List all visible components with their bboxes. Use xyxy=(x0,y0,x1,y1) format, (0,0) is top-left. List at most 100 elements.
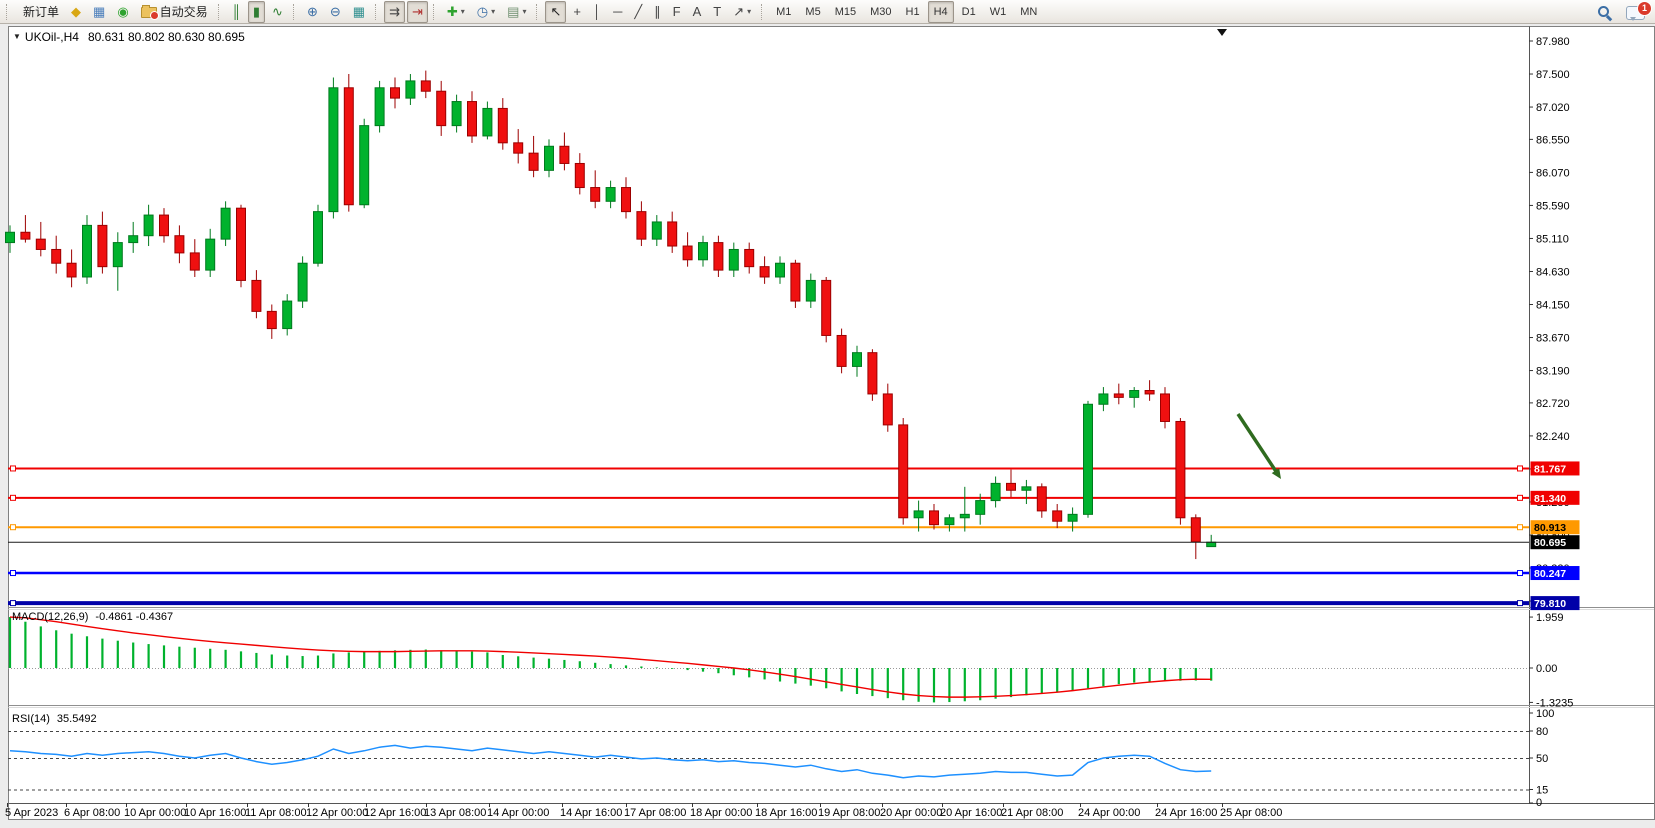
toolbar-separator xyxy=(6,3,10,20)
timeframe-m5-button[interactable]: M5 xyxy=(799,1,826,23)
line-handle[interactable] xyxy=(10,494,16,501)
search-icon[interactable] xyxy=(1597,5,1612,20)
trendline-button[interactable]: ╱ xyxy=(629,1,647,23)
candle-up xyxy=(112,242,123,268)
zoom-in-button[interactable]: ⊕ xyxy=(302,1,323,23)
channel-button[interactable]: ∥ xyxy=(649,1,666,23)
line-handle[interactable] xyxy=(10,600,16,607)
time-tick-label: 13 Apr 08:00 xyxy=(424,807,486,819)
templates-button[interactable]: ▤ ▾ xyxy=(502,1,531,23)
candlestick-button[interactable]: ▮ xyxy=(247,0,266,23)
auto-scroll-icon: ⇉ xyxy=(389,4,400,19)
fibonacci-button[interactable]: F xyxy=(668,1,686,23)
candle-up xyxy=(1067,513,1078,522)
clock-icon: ◷ xyxy=(476,4,489,19)
auto-scroll-button[interactable]: ⇉ xyxy=(384,0,405,23)
new-order-button-label: 新订单 xyxy=(23,5,60,19)
toolbar-separator xyxy=(292,3,297,20)
macd-values: -0.4861 -0.4367 xyxy=(95,611,174,623)
candle-up xyxy=(482,107,493,137)
candle-down xyxy=(343,87,354,206)
time-tick-label: 14 Apr 16:00 xyxy=(560,807,622,819)
chevron-down-icon[interactable]: ▾ xyxy=(460,7,465,16)
candle-down xyxy=(744,248,755,268)
indicators-button[interactable]: ✚ ▾ xyxy=(442,1,470,23)
rsi-tick-label: 80 xyxy=(1536,726,1548,738)
candle-down xyxy=(51,248,62,264)
macd-tick-label: 1.959 xyxy=(1536,612,1564,624)
candle-up xyxy=(359,125,370,206)
timeframe-w1-button[interactable]: W1 xyxy=(984,1,1013,23)
candle-up xyxy=(651,221,662,240)
periods-button[interactable]: ◷ ▾ xyxy=(472,1,500,23)
candle-down xyxy=(66,262,77,278)
data-window-button[interactable]: ▦ xyxy=(88,1,110,23)
line-handle[interactable] xyxy=(1517,600,1523,607)
timeframe-m15-button[interactable]: M15 xyxy=(829,1,862,23)
chart-shift-marker[interactable] xyxy=(1217,29,1227,36)
candle-down xyxy=(420,80,431,92)
time-tick-label: 20 Apr 16:00 xyxy=(940,807,1002,819)
text-button[interactable]: A xyxy=(688,1,707,23)
market-watch-icon: ◆ xyxy=(71,4,82,19)
timeframe-m1-button[interactable]: M1 xyxy=(770,1,797,23)
notifications-icon[interactable]: 1 xyxy=(1626,1,1652,21)
price-badge-label: 79.810 xyxy=(1534,598,1566,610)
timeframe-d1-button[interactable]: D1 xyxy=(956,1,982,23)
chart-shift-button[interactable]: ⇥ xyxy=(406,0,428,23)
rsi-value: 35.5492 xyxy=(56,713,97,725)
arrows-button[interactable]: ↗ ▾ xyxy=(728,1,756,23)
new-order-button[interactable]: 新订单 xyxy=(15,1,64,23)
line-chart-button[interactable]: ∿ xyxy=(267,1,288,23)
timeframe-h1-button[interactable]: H1 xyxy=(900,1,926,23)
time-tick-label: 20 Apr 00:00 xyxy=(880,807,942,819)
bar-chart-button[interactable]: ║ xyxy=(227,1,246,23)
timeframe-m30-button[interactable]: M30 xyxy=(864,1,897,23)
cursor-button[interactable]: ↖ xyxy=(545,0,567,23)
zoom-out-button[interactable]: ⊖ xyxy=(325,1,346,23)
market-watch-button[interactable]: ◆ xyxy=(66,1,86,23)
timeframe-mn-button[interactable]: MN xyxy=(1014,1,1043,23)
chevron-down-icon[interactable]: ▾ xyxy=(747,7,752,16)
auto-trading-button-label: 自动交易 xyxy=(159,5,208,19)
text-label-button[interactable]: T xyxy=(708,1,726,23)
auto-trading-button[interactable]: 自动交易 xyxy=(136,1,213,23)
navigator-button[interactable]: ◉ xyxy=(112,1,133,23)
candle-down xyxy=(636,211,647,240)
candle-down xyxy=(1006,482,1016,491)
horizontal-line-button[interactable]: ─ xyxy=(608,1,627,23)
candle-up xyxy=(1098,393,1109,405)
time-tick-label: 10 Apr 16:00 xyxy=(184,807,246,819)
template-icon: ▤ xyxy=(507,4,520,19)
toolbar-separator xyxy=(375,3,379,20)
chevron-down-icon[interactable]: ▾ xyxy=(522,7,527,16)
chevron-down-icon[interactable]: ▾ xyxy=(491,7,496,16)
line-handle[interactable] xyxy=(10,465,16,472)
chart-symbol-period: UKOil-,H4 xyxy=(24,30,79,44)
candle-down xyxy=(1144,390,1155,395)
chart-collapse-icon[interactable]: ▼ xyxy=(13,32,21,41)
time-tick-label: 6 Apr 08:00 xyxy=(64,807,120,819)
line-handle[interactable] xyxy=(10,524,16,531)
timeframe-h4-button[interactable]: H4 xyxy=(927,0,954,23)
candle-down xyxy=(1160,393,1170,422)
arrow-annotation[interactable] xyxy=(1236,413,1280,475)
line-handle[interactable] xyxy=(1517,570,1523,577)
candle-up xyxy=(975,500,986,515)
candle-up xyxy=(990,482,1001,502)
line-handle[interactable] xyxy=(10,570,16,577)
candle-down xyxy=(513,142,524,154)
line-chart-icon: ∿ xyxy=(272,4,283,19)
line-handle[interactable] xyxy=(1517,494,1523,501)
tile-windows-button[interactable]: ▦ xyxy=(348,1,370,23)
time-tick-label: 24 Apr 16:00 xyxy=(1155,807,1217,819)
zoom-out-icon: ⊖ xyxy=(329,4,341,19)
line-handle[interactable] xyxy=(1517,465,1523,472)
candle-down xyxy=(189,252,200,271)
candle-up xyxy=(451,101,462,127)
vertical-line-button[interactable]: │ xyxy=(588,1,606,23)
crosshair-button[interactable]: + xyxy=(568,1,586,23)
line-handle[interactable] xyxy=(1517,524,1523,531)
arrow-annotation-head[interactable] xyxy=(1271,468,1281,479)
chart-window xyxy=(8,26,1655,820)
